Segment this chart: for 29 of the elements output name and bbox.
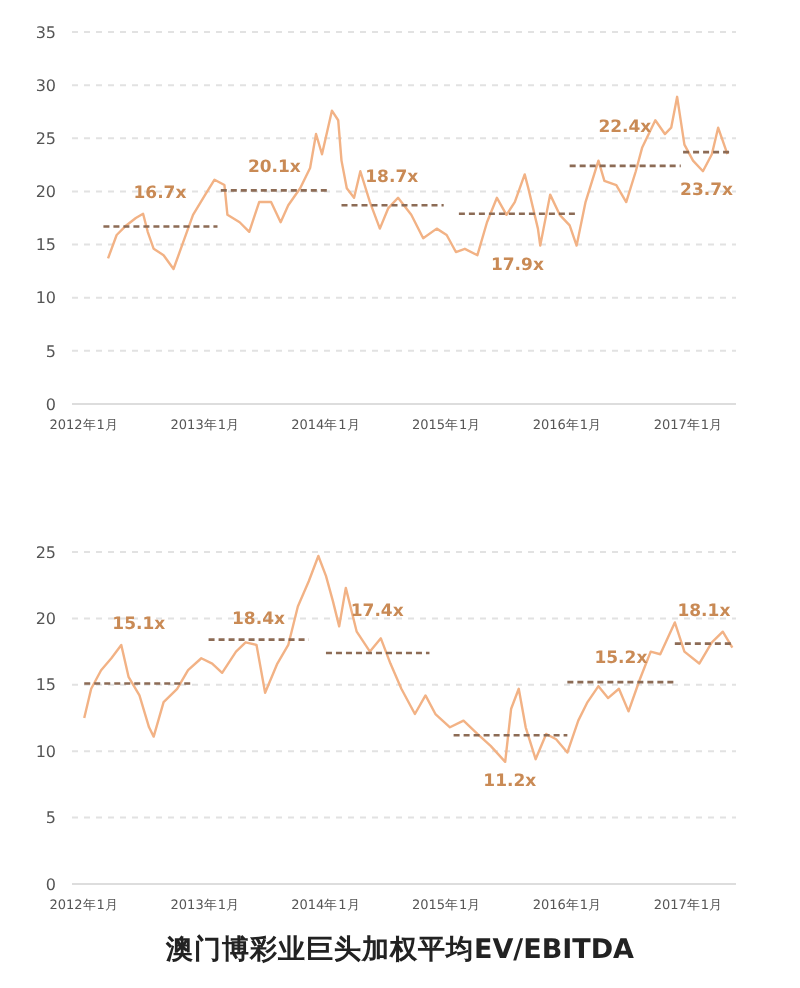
line-series (83, 554, 734, 764)
y-tick-label: 35 (35, 23, 56, 42)
annotation: 23.7x (680, 181, 735, 202)
annotation: 20.1x (247, 158, 302, 179)
annotation: 15.1x (112, 614, 167, 635)
annotation: 11.2x (483, 771, 538, 792)
y-tick-label: 15 (35, 236, 56, 255)
y-tick-label: 10 (35, 289, 56, 308)
y-tick-label: 0 (45, 395, 56, 414)
y-tick-label: 20 (35, 610, 56, 629)
annotation: 22.4x (598, 117, 653, 138)
text: 澳门博彩业巨头加权平均EV/EBITDA (164, 932, 636, 968)
annotation: 16.7x (133, 183, 188, 204)
line-series (106, 95, 729, 271)
y-tick-label: 5 (45, 809, 56, 828)
annotation: 18.1x (677, 601, 732, 622)
annotation: 18.7x (365, 167, 420, 188)
y-tick-label: 25 (35, 543, 56, 562)
annotation: 15.2x (594, 649, 649, 670)
y-tick-label: 30 (35, 76, 56, 95)
y-tick-label: 15 (35, 676, 56, 695)
y-tick-label: 25 (35, 129, 56, 148)
annotation: 17.4x (350, 601, 405, 622)
annotation: 18.4x (232, 609, 286, 630)
y-tick-label: 10 (35, 742, 56, 761)
y-tick-label: 20 (35, 183, 56, 202)
y-tick-label: 5 (45, 342, 56, 361)
annotation: 17.9x (490, 255, 545, 276)
y-tick-label: 0 (45, 875, 56, 894)
